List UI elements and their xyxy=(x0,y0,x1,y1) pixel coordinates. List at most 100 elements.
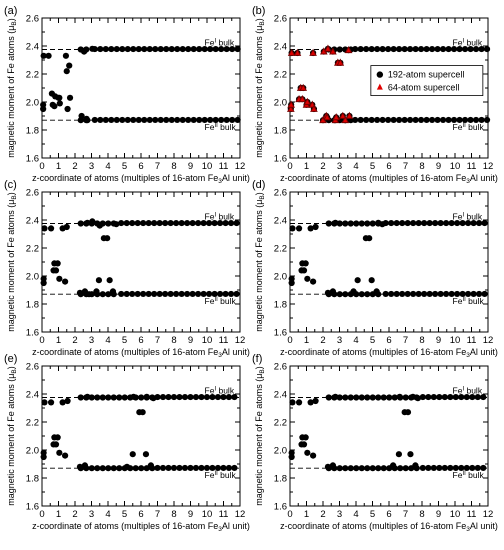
x-tick-label: 0 xyxy=(39,161,44,172)
x-tick-label: 1 xyxy=(304,335,309,346)
bulk-point xyxy=(396,45,403,53)
x-tick-label: 11 xyxy=(467,509,477,520)
bulk-point xyxy=(138,394,145,401)
bulk-point xyxy=(347,465,354,472)
x-tick-label: 8 xyxy=(419,509,424,520)
data-point xyxy=(113,221,120,228)
x-tick-label: 2 xyxy=(72,509,77,520)
data-point xyxy=(324,289,332,296)
bulk-point xyxy=(441,464,448,472)
bulk-point xyxy=(185,116,192,124)
bulk-point xyxy=(415,219,422,227)
bulk-point xyxy=(470,290,477,298)
bulk-point xyxy=(352,116,359,124)
bulk-point xyxy=(358,394,365,401)
legend-marker-64 xyxy=(376,83,383,90)
data-point xyxy=(329,462,336,469)
x-axis-label: z-coordinate of atoms (multiples of 16-a… xyxy=(32,521,250,533)
bulk-point xyxy=(358,220,365,227)
bulk-point xyxy=(102,45,109,53)
bulk-point xyxy=(156,219,163,227)
bulk-point xyxy=(130,45,137,53)
bulk-point xyxy=(336,46,343,53)
y-axis-label: magnetic moment of Fe atoms (μB) xyxy=(254,192,266,332)
data-point xyxy=(84,393,91,400)
data-point xyxy=(93,288,100,295)
bulk-point xyxy=(430,393,437,401)
y-tick-label: 2.4 xyxy=(274,390,287,401)
bulk-point xyxy=(410,219,417,227)
data-point xyxy=(63,68,70,75)
bulk-point xyxy=(218,45,225,53)
bulk-point xyxy=(375,394,382,401)
data-point xyxy=(66,94,74,101)
bulk-point xyxy=(165,464,172,472)
bulk-point xyxy=(353,394,360,401)
data-point xyxy=(62,452,69,459)
data-point xyxy=(412,462,419,469)
bulk-point xyxy=(140,219,147,227)
ref-lower-label: FeII bulk xyxy=(453,122,485,132)
data-point xyxy=(66,62,73,69)
bulk-point xyxy=(189,219,196,227)
bulk-point xyxy=(174,116,181,124)
bulk-point xyxy=(390,116,397,124)
y-tick-label: 2.4 xyxy=(26,390,39,401)
data-point xyxy=(350,288,357,295)
bulk-point xyxy=(470,219,477,227)
bulk-point xyxy=(206,219,213,227)
x-tick-label: 5 xyxy=(370,161,375,172)
data-point xyxy=(52,441,60,448)
x-tick-label: 7 xyxy=(155,161,160,172)
data-point xyxy=(332,219,339,226)
bulk-point xyxy=(459,290,466,298)
y-tick-label: 2.6 xyxy=(26,188,39,199)
data-point-64atom xyxy=(299,83,308,91)
bulk-point xyxy=(201,45,208,53)
bulk-point xyxy=(353,220,360,227)
y-tick-label: 1.6 xyxy=(274,154,287,165)
bulk-point xyxy=(476,290,483,298)
bulk-point xyxy=(380,465,387,472)
data-point xyxy=(300,267,308,274)
data-point xyxy=(52,267,60,274)
data-point-64atom xyxy=(287,48,296,56)
bulk-point xyxy=(402,465,409,472)
bulk-point xyxy=(393,219,400,227)
bulk-point xyxy=(380,394,387,401)
bulk-point xyxy=(189,290,196,298)
bulk-point xyxy=(432,219,439,227)
bulk-point xyxy=(454,219,461,227)
data-point xyxy=(300,441,308,448)
x-tick-label: 11 xyxy=(219,509,229,520)
bulk-point xyxy=(233,219,240,227)
bulk-point xyxy=(434,45,441,53)
bulk-point xyxy=(336,291,343,298)
bulk-point xyxy=(363,116,370,124)
bulk-point xyxy=(135,45,142,53)
data-point xyxy=(109,288,117,295)
bulk-point xyxy=(99,465,106,472)
data-point xyxy=(41,399,48,406)
y-tick-label: 1.6 xyxy=(274,328,287,339)
data-point xyxy=(84,219,91,226)
bulk-point xyxy=(472,45,480,53)
data-point xyxy=(54,434,61,441)
data-point xyxy=(304,449,311,456)
bulk-point xyxy=(203,464,211,472)
y-axis-label: magnetic moment of Fe atoms (μB) xyxy=(254,18,266,158)
bulk-point xyxy=(217,290,224,298)
x-tick-label: 12 xyxy=(235,509,246,520)
data-point xyxy=(379,221,386,228)
bulk-point xyxy=(342,465,349,472)
bulk-point xyxy=(222,219,229,227)
x-tick-label: 11 xyxy=(219,161,229,172)
bulk-point xyxy=(364,291,371,298)
y-tick-label: 2.0 xyxy=(26,98,39,109)
data-point xyxy=(63,223,70,231)
data-point xyxy=(310,278,317,285)
bulk-point xyxy=(145,219,152,227)
bulk-point xyxy=(190,45,197,53)
y-tick-label: 1.6 xyxy=(26,502,39,513)
bulk-point xyxy=(225,393,233,401)
